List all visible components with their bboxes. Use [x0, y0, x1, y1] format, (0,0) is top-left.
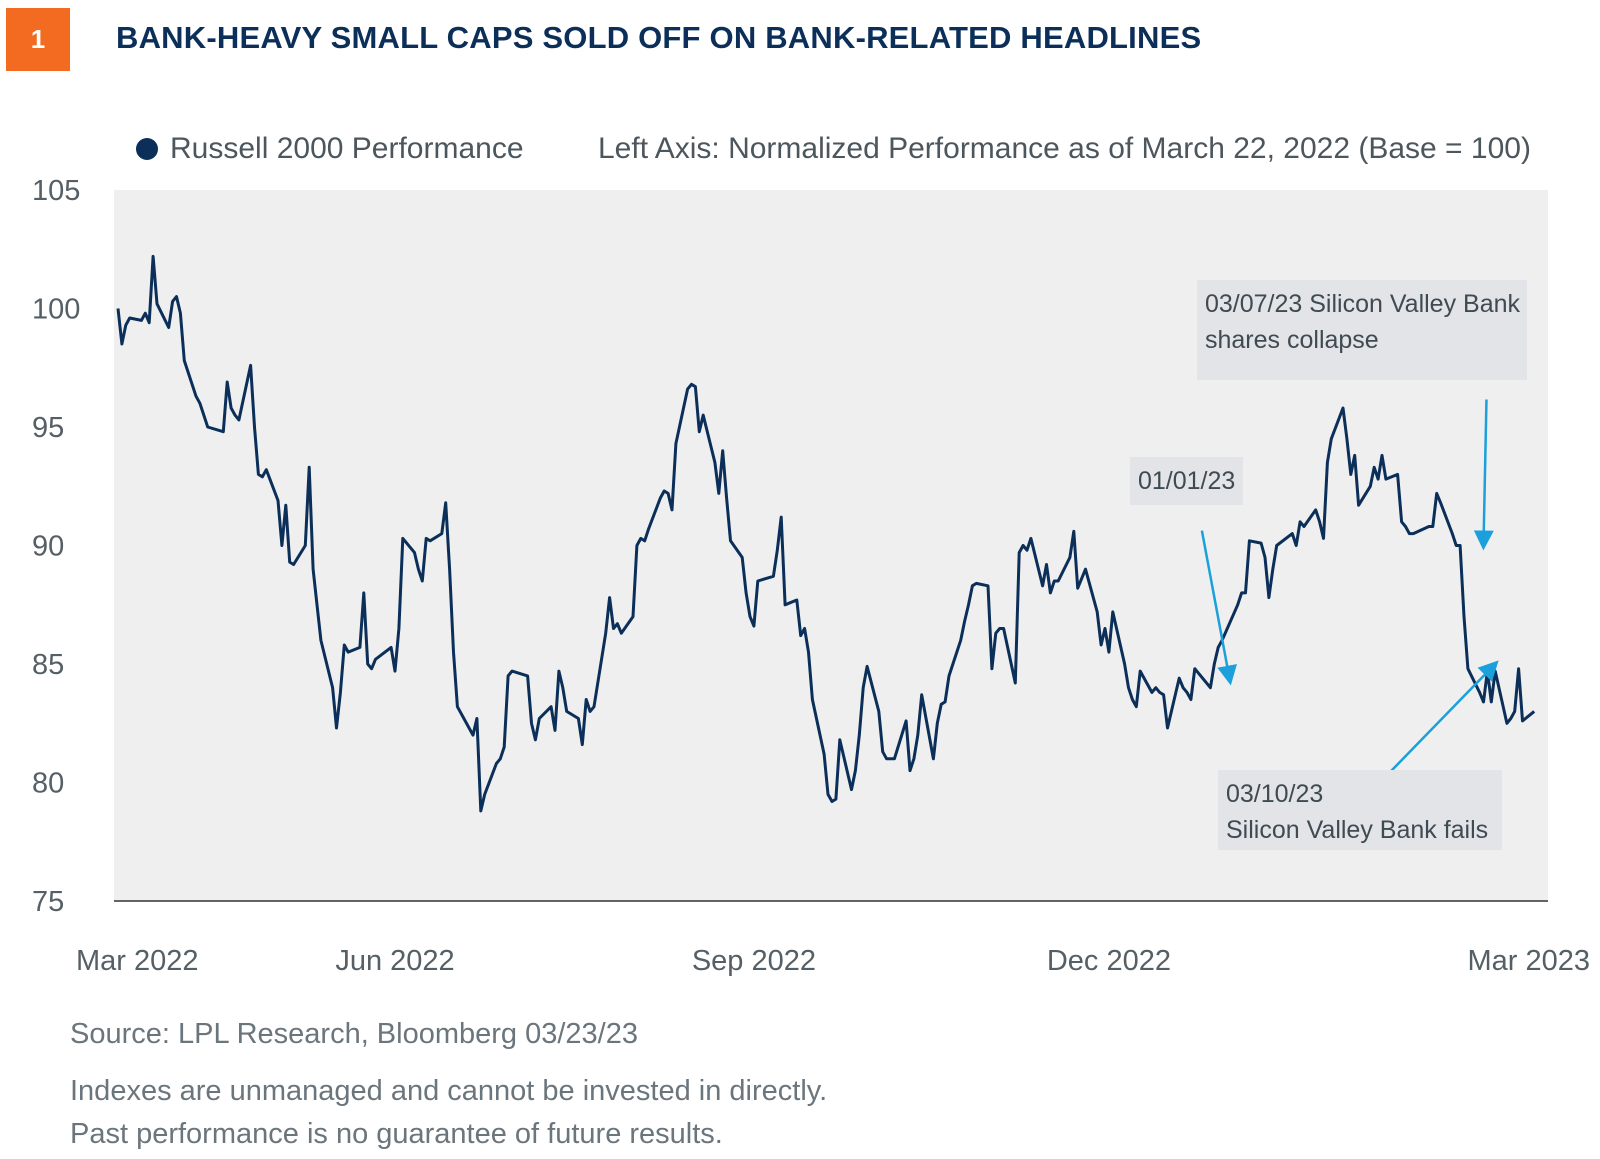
chart-number-badge: 1 [6, 8, 70, 71]
x-tick-label: Dec 2022 [1047, 945, 1171, 977]
disclaimer-line-2: Past performance is no guarantee of futu… [70, 1118, 723, 1150]
disclaimer-line-1: Indexes are unmanaged and cannot be inve… [70, 1075, 828, 1107]
x-tick-label: Sep 2022 [692, 945, 816, 977]
annotation-svb-collapse-line2: shares collapse [1205, 326, 1379, 354]
y-tick-label: 105 [32, 175, 80, 207]
annotation-svb-fails-line1: 03/10/23 [1226, 780, 1324, 808]
y-tick-label: 100 [32, 294, 80, 326]
series-line-russell-2000 [116, 254, 1536, 813]
line-chart: 105 100 95 90 85 80 75 Mar 2022 Jun 2022 Sep 2022… [32, 175, 1590, 977]
y-axis-note: Left Axis: Normalized Performance as of … [598, 132, 1531, 165]
y-tick-label: 85 [32, 649, 64, 681]
annotation-svb-fails: 03/10/23 Silicon Valley Bank fails [1218, 770, 1502, 850]
x-tick-label: Mar 2023 [1467, 945, 1590, 977]
y-tick-label: 90 [32, 531, 64, 563]
x-tick-label: Mar 2022 [76, 945, 199, 977]
annotation-jan-text: 01/01/23 [1138, 467, 1236, 495]
legend-series-label: Russell 2000 Performance [170, 132, 524, 165]
y-tick-label: 80 [32, 768, 64, 800]
x-tick-label: Jun 2022 [335, 945, 454, 977]
legend-marker [136, 138, 158, 160]
arrow-jan [1200, 530, 1237, 686]
source-note: Source: LPL Research, Bloomberg 03/23/23 [70, 1018, 638, 1050]
annotation-svb-collapse: 03/07/23 Silicon Valley Bank shares coll… [1197, 280, 1527, 380]
y-tick-label: 75 [32, 886, 64, 918]
chart-title: BANK-HEAVY SMALL CAPS SOLD OFF ON BANK-R… [116, 20, 1202, 55]
arrow-svb-collapse [1473, 399, 1494, 551]
annotation-svb-fails-line2: Silicon Valley Bank fails [1226, 816, 1489, 844]
arrow-svb-fails [1387, 660, 1499, 775]
annotation-svb-collapse-line1: 03/07/23 Silicon Valley Bank [1205, 290, 1521, 318]
legend: Russell 2000 Performance [136, 132, 524, 166]
annotation-jan: 01/01/23 [1130, 457, 1244, 505]
y-tick-label: 95 [32, 412, 64, 444]
